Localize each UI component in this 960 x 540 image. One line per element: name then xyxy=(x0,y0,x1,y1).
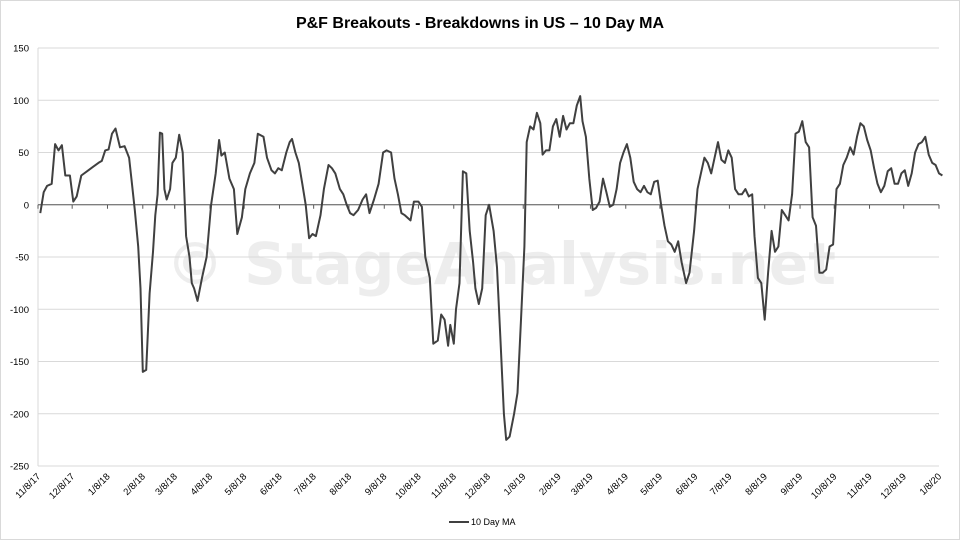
y-tick-label: 50 xyxy=(18,148,29,159)
y-tick-label: -150 xyxy=(10,357,29,368)
legend-label: 10 Day MA xyxy=(471,517,516,527)
x-tick-label: 5/8/18 xyxy=(223,471,249,497)
x-tick-label: 7/8/19 xyxy=(708,471,734,497)
y-tick-label: -100 xyxy=(10,305,29,316)
series-lines xyxy=(39,95,943,441)
x-tick-label: 5/8/19 xyxy=(639,471,665,497)
x-tick-label: 3/8/19 xyxy=(569,471,595,497)
x-tick-label: 1/8/18 xyxy=(86,471,112,497)
x-tick-label: 6/8/19 xyxy=(674,471,700,497)
x-tick-label: 1/8/20 xyxy=(918,471,944,497)
x-tick-label: 9/8/19 xyxy=(779,471,805,497)
x-tick-label: 2/8/18 xyxy=(121,471,147,497)
series-line-0 xyxy=(39,95,943,441)
chart-title: P&F Breakouts - Breakdowns in US – 10 Da… xyxy=(296,15,665,32)
x-tick-label: 4/8/19 xyxy=(604,471,630,497)
y-tick-label: 150 xyxy=(13,44,29,55)
y-tick-label: -50 xyxy=(15,253,29,264)
y-axis-tick-labels: 150 100 50 0 -50 -100 -150 -200 -250 xyxy=(10,44,29,473)
y-tick-label: 100 xyxy=(13,96,29,107)
x-tick-label: 2/8/19 xyxy=(537,471,563,497)
x-tick-label: 11/8/19 xyxy=(845,471,875,501)
x-tick-label: 10/8/18 xyxy=(393,471,423,501)
x-tick-label: 1/8/19 xyxy=(502,471,528,497)
x-tick-label: 11/8/18 xyxy=(429,471,459,501)
x-tick-label: 7/8/18 xyxy=(292,471,318,497)
x-tick-label: 8/8/18 xyxy=(328,471,354,497)
x-tick-label: 11/8/17 xyxy=(13,471,43,501)
x-tick-label: 6/8/18 xyxy=(258,471,284,497)
x-tick-label: 4/8/18 xyxy=(189,471,215,497)
x-tick-label: 10/8/19 xyxy=(809,471,839,501)
gridlines xyxy=(37,47,939,467)
x-tick-label: 8/8/19 xyxy=(743,471,769,497)
y-tick-label: -200 xyxy=(10,409,29,420)
x-tick-label: 9/8/18 xyxy=(363,471,389,497)
x-tick-label: 12/8/19 xyxy=(879,471,909,501)
y-tick-label: -250 xyxy=(10,462,29,473)
x-tick-label: 12/8/18 xyxy=(463,471,493,501)
legend: 10 Day MA xyxy=(449,517,516,527)
y-tick-label: 0 xyxy=(24,200,29,211)
x-tick-label: 3/8/18 xyxy=(153,471,179,497)
x-tick-label: 12/8/17 xyxy=(47,471,77,501)
watermark-text: © StageAnalysis.net xyxy=(166,230,836,298)
